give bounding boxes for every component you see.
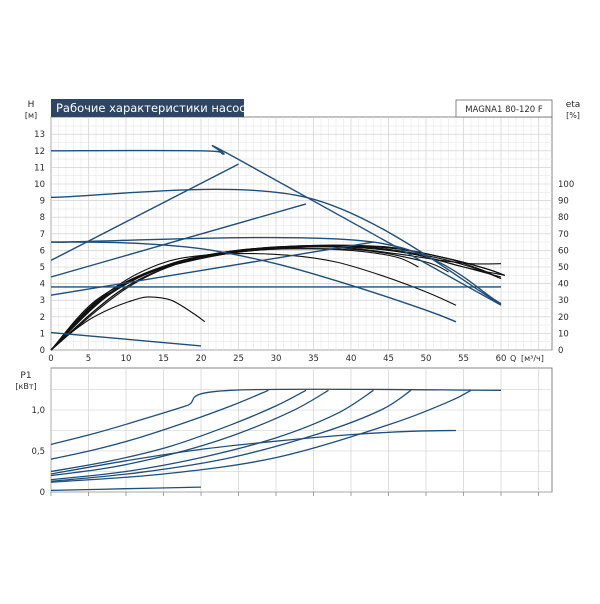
y-axis-unit: [м] <box>25 111 37 120</box>
top-series <box>50 144 505 351</box>
power-curve <box>50 389 374 481</box>
x-tick-label: 0 <box>48 354 53 364</box>
x-tick-label: 40 <box>346 354 357 364</box>
power-curve <box>50 388 502 446</box>
x-tick-label: 5 <box>86 354 91 364</box>
chart-title: Рабочие характеристики насоса <box>56 101 253 115</box>
power-curve <box>50 389 307 473</box>
top-x-tick-labels: 0 5 10 15 20 25 30 35 40 45 50 55 60 <box>48 354 506 364</box>
power-tick-label: 0,5 <box>31 447 45 457</box>
y2-tick-label: 30 <box>558 296 569 306</box>
y-tick-label: 7 <box>40 230 45 240</box>
pump-head-curve <box>50 236 502 305</box>
y-tick-label: 12 <box>34 147 45 157</box>
y2-tick-label: 20 <box>558 313 569 323</box>
x-tick-label: 45 <box>383 354 394 364</box>
y-tick-label: 11 <box>34 163 45 173</box>
pump-head-curve <box>50 163 239 262</box>
y-tick-label: 9 <box>40 197 45 207</box>
power-curve <box>50 389 329 477</box>
x-tick-label: 55 <box>458 354 469 364</box>
bottom-y-tick-labels: 0 0,5 1,0 <box>31 406 45 498</box>
y-tick-label: 0 <box>40 346 45 356</box>
x-tick-label: 50 <box>421 354 432 364</box>
y-tick-label: 10 <box>34 180 45 190</box>
pump-head-curve <box>50 144 502 306</box>
pump-head-curve <box>50 241 457 323</box>
model-label: MAGNA1 80-120 F <box>465 105 543 115</box>
bottom-series <box>50 388 502 492</box>
pump-head-curve <box>50 331 202 347</box>
pump-head-curve <box>50 241 374 296</box>
y2-tick-label: 10 <box>558 329 569 339</box>
power-axis-unit: [кВт] <box>15 382 36 391</box>
y-tick-label: 5 <box>40 263 45 273</box>
power-axis-label: P1 <box>20 371 31 381</box>
y-axis-label: H <box>28 100 35 110</box>
power-curve <box>50 429 457 475</box>
top-chart: 0 5 10 15 20 25 30 35 40 45 50 55 60 012345678910111… <box>25 99 580 364</box>
y2-tick-label: 90 <box>558 197 569 207</box>
power-tick-label: 1,0 <box>31 406 45 416</box>
y-tick-label: 6 <box>40 246 45 256</box>
y-tick-label: 13 <box>34 130 45 140</box>
x-tick-label: 15 <box>158 354 169 364</box>
x-axis-label: Q <box>510 354 516 363</box>
x-tick-label: 35 <box>308 354 319 364</box>
y2-tick-label: 40 <box>558 280 569 290</box>
bottom-chart: 0 0,5 1,0 P1 [кВт] <box>15 367 553 498</box>
pump-head-curve <box>50 203 307 278</box>
y2-tick-label: 100 <box>558 180 574 190</box>
x-tick-label: 30 <box>271 354 282 364</box>
y-tick-label: 1 <box>40 329 45 339</box>
y2-tick-label: 60 <box>558 246 569 256</box>
y2-tick-label: 70 <box>558 230 569 240</box>
power-curve <box>50 486 202 492</box>
pump-head-curve <box>50 188 502 306</box>
y-tick-label: 3 <box>40 296 45 306</box>
y-tick-label: 2 <box>40 313 45 323</box>
x-axis-unit: [м³/ч] <box>521 354 544 363</box>
power-curve <box>50 389 269 460</box>
x-tick-label: 10 <box>121 354 132 364</box>
y-tick-label: 4 <box>40 280 45 290</box>
y2-tick-label: 80 <box>558 213 569 223</box>
top-y2-tick-labels: 0 10 20 30 40 50 60 70 80 90 100 <box>558 180 574 356</box>
y2-axis-label: eta <box>566 100 581 110</box>
y2-tick-label: 50 <box>558 263 569 273</box>
x-tick-label: 60 <box>496 354 507 364</box>
y2-axis-unit: [%] <box>566 111 580 120</box>
power-curve <box>50 389 472 483</box>
y2-tick-label: 0 <box>558 346 563 356</box>
model-label-box <box>455 99 553 118</box>
bottom-x-tick-marks <box>50 492 539 496</box>
power-tick-label: 0 <box>40 488 45 498</box>
x-tick-label: 25 <box>233 354 244 364</box>
efficiency-curve <box>50 244 505 351</box>
chart-title-box <box>51 99 244 117</box>
x-tick-label: 20 <box>196 354 207 364</box>
y-tick-label: 8 <box>40 213 45 223</box>
power-curve <box>50 389 412 482</box>
